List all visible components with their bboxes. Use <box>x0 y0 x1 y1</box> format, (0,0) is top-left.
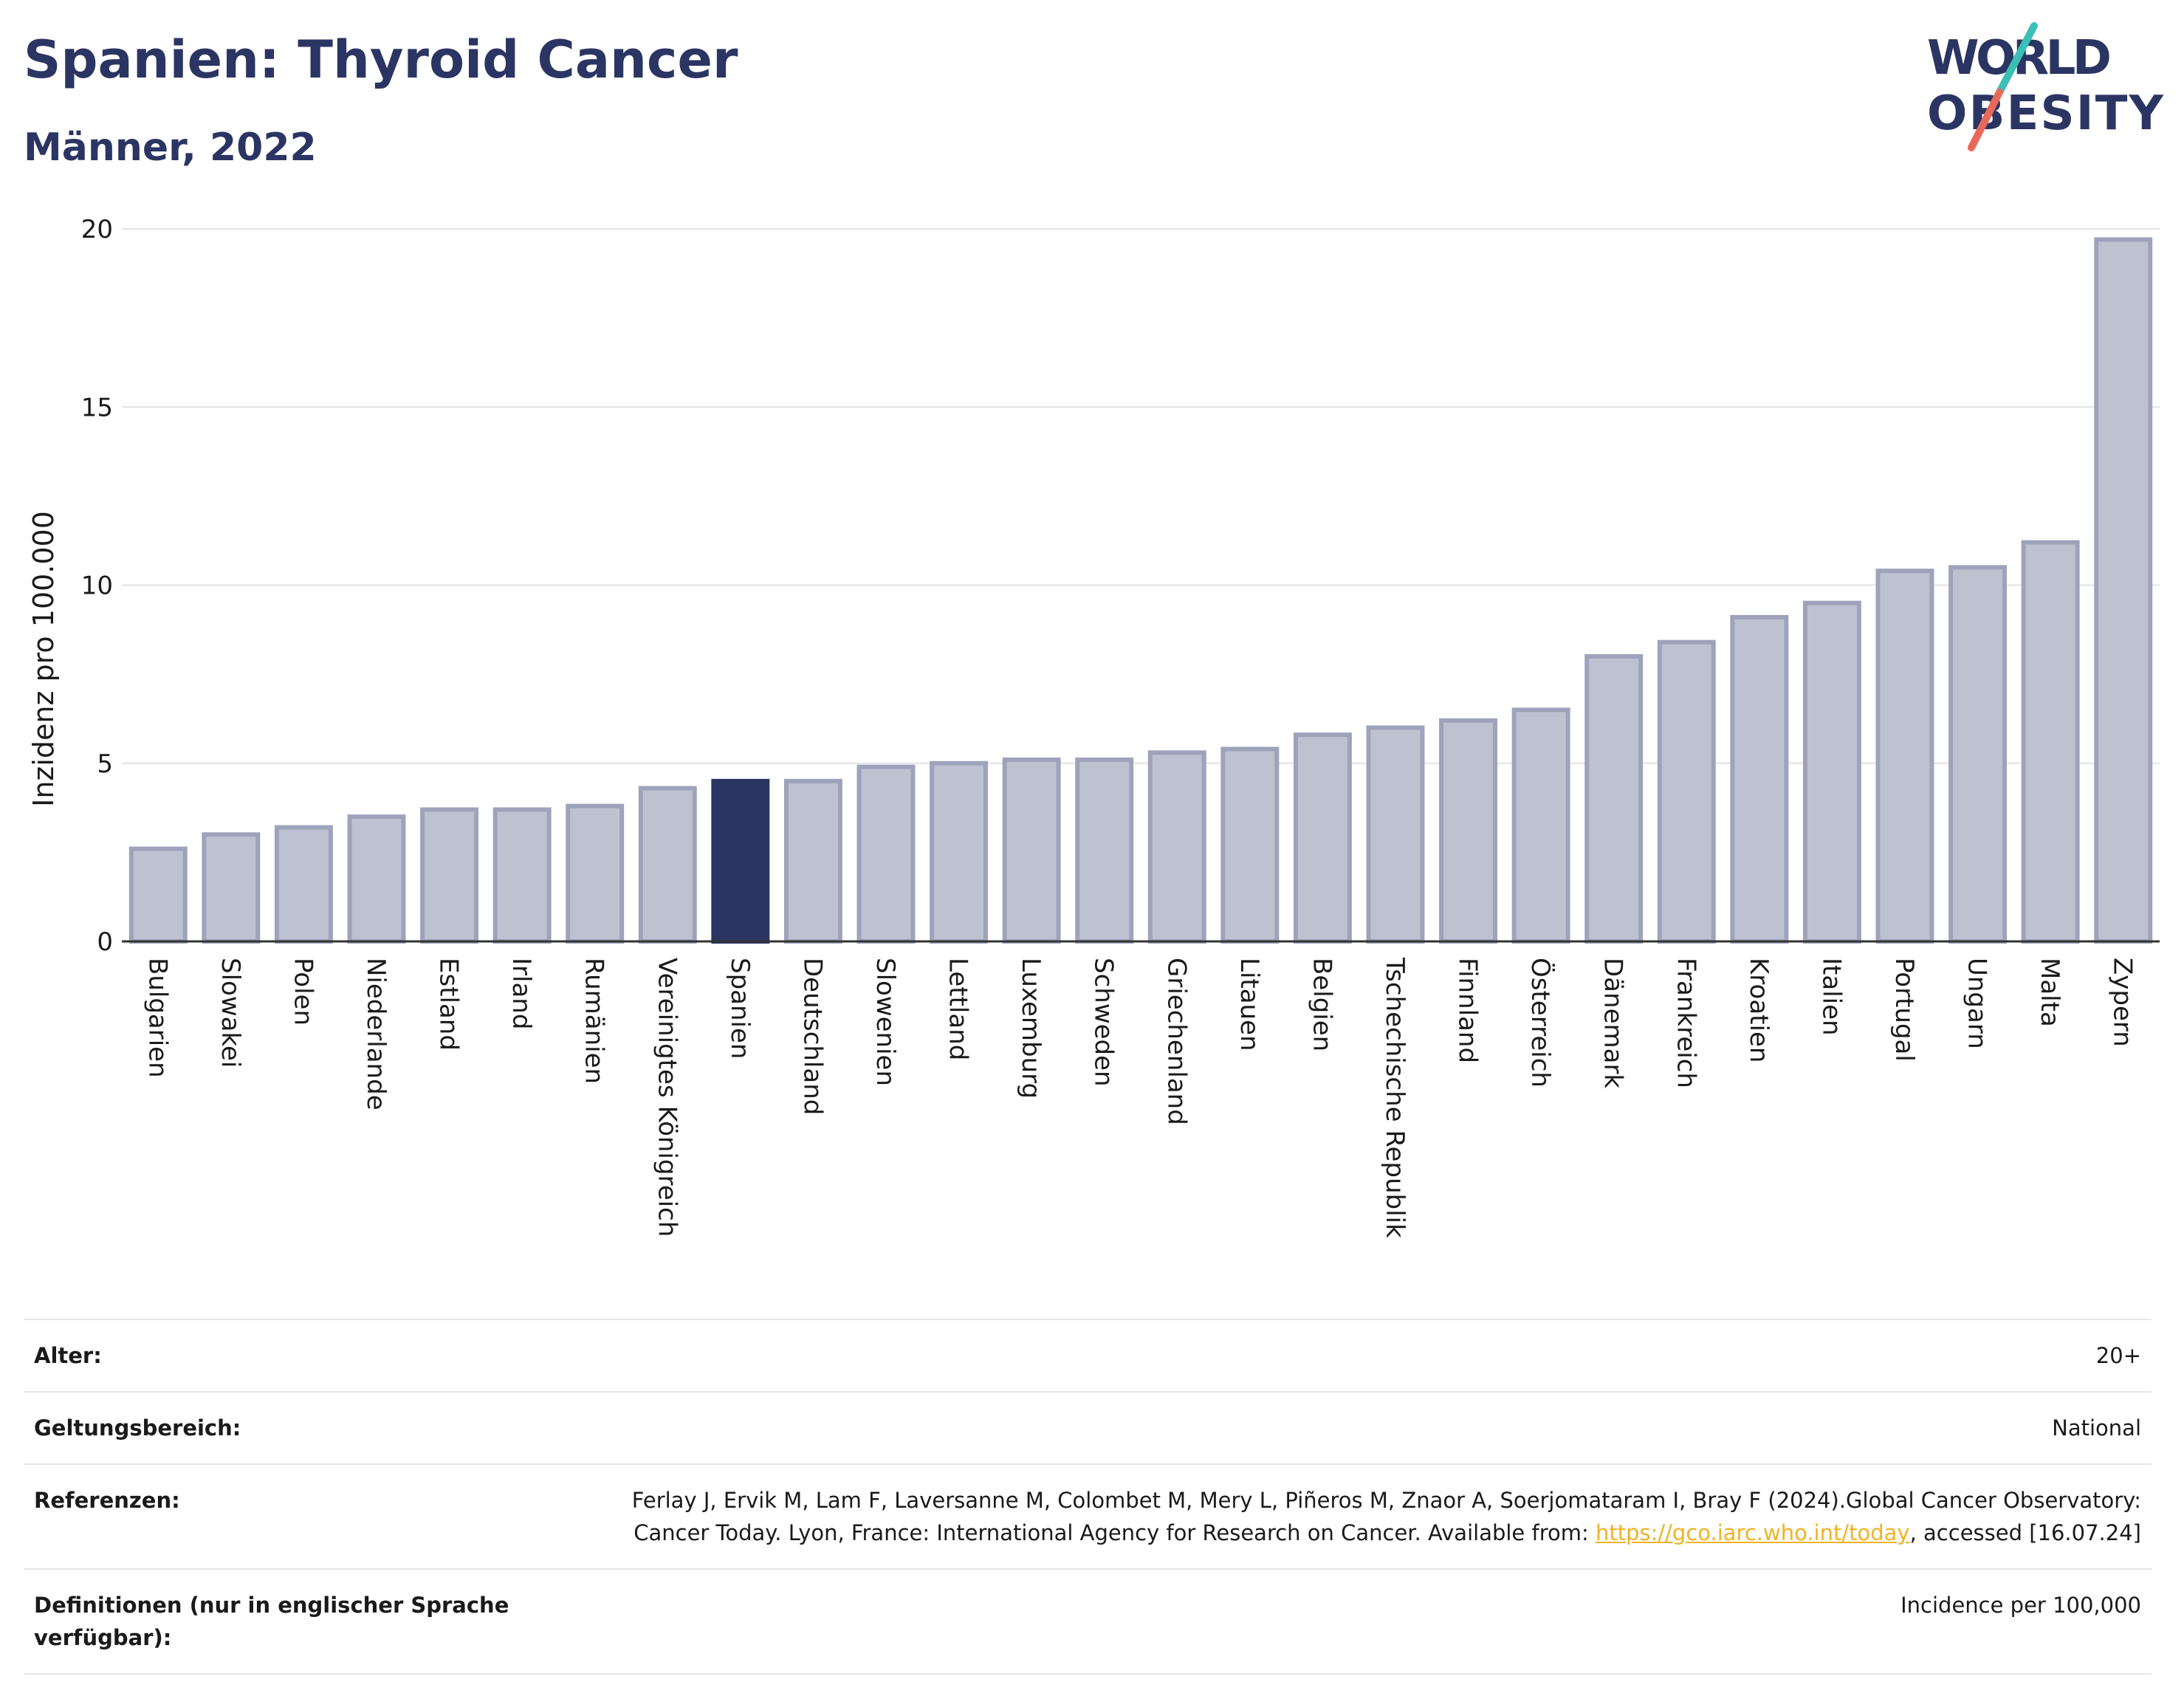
y-tick-label: 10 <box>81 571 113 601</box>
meta-row-references: Referenzen: Ferlay J, Ervik M, Lam F, La… <box>24 1463 2152 1568</box>
x-tick-label: Zypern <box>2108 958 2137 1047</box>
definitions-label: Definitionen (nur in englischer Sprache … <box>34 1593 509 1650</box>
x-tick-label: Slowakei <box>216 958 245 1068</box>
bar-niederlande <box>347 814 406 944</box>
scope-label: Geltungsbereich: <box>34 1415 241 1441</box>
x-tick-label: Lettland <box>944 958 973 1060</box>
x-tick-label: Deutschland <box>797 958 827 1115</box>
bar-irland <box>492 807 552 944</box>
y-axis-title: Inzidenz pro 100.000 <box>27 511 60 807</box>
x-tick-label: Italien <box>1816 958 1846 1036</box>
x-tick-label: Litauen <box>1234 958 1264 1051</box>
y-tick-label: 5 <box>97 749 113 779</box>
x-tick-label: Slowenien <box>870 958 900 1086</box>
meta-row-definitions: Definitionen (nur in englischer Sprache … <box>24 1568 2152 1675</box>
x-tick-label: Vereinigtes Königreich <box>652 958 681 1237</box>
reference-accessed: , accessed [16.07.24] <box>1909 1520 2141 1545</box>
definitions-value: Incidence per 100,000 <box>1900 1593 2141 1618</box>
meta-row-age: Alter: 20+ <box>24 1319 2152 1391</box>
x-tick-label: Kroatien <box>1744 958 1773 1062</box>
bar-griechenland <box>1147 750 1206 944</box>
x-tick-label: Tschechische Republik <box>1380 957 1409 1238</box>
bars <box>128 237 2153 944</box>
x-tick-label: Portugal <box>1889 958 1919 1062</box>
bar-finnland <box>1439 718 1498 944</box>
bar-italien <box>1802 600 1861 944</box>
y-tick-label: 15 <box>81 393 113 422</box>
x-tick-label: Österreich <box>1525 958 1556 1088</box>
x-tick-label: Irland <box>506 958 536 1029</box>
page-title: Spanien: Thyroid Cancer <box>24 30 738 90</box>
bar-malta <box>2021 540 2080 944</box>
x-tick-label: Griechenland <box>1161 958 1191 1125</box>
bar-frankreich <box>1657 639 1716 944</box>
age-value: 20+ <box>2095 1343 2141 1368</box>
page-subtitle: Männer, 2022 <box>24 126 317 170</box>
bar-slowakei <box>202 832 261 944</box>
bar-tschechische-republik <box>1366 725 1425 944</box>
x-tick-label: Frankreich <box>1671 958 1700 1088</box>
references-label: Referenzen: <box>34 1488 180 1513</box>
scope-value: National <box>2052 1415 2141 1441</box>
bar-vereinigtes-königreich <box>638 786 697 944</box>
x-tick-label: Luxemburg <box>1016 958 1045 1099</box>
bar-lettland <box>930 761 989 944</box>
bar-zypern <box>2094 237 2153 944</box>
bar-schweden <box>1075 757 1134 944</box>
reference-text: Ferlay J, Ervik M, Lam F, Laversanne M, … <box>631 1488 2141 1545</box>
bar-dänemark <box>1584 654 1644 944</box>
age-label: Alter: <box>34 1343 102 1368</box>
world-obesity-logo: WORLD OBESITY <box>1927 22 2164 151</box>
bar-deutschland <box>783 778 842 944</box>
x-tick-label: Schweden <box>1089 958 1119 1087</box>
bar-österreich <box>1511 707 1570 944</box>
x-tick-label: Niederlande <box>361 958 391 1110</box>
y-axis-ticks: 0 5 10 15 20 <box>81 215 113 957</box>
bar-luxemburg <box>1002 757 1061 944</box>
x-tick-label: Dänemark <box>1598 958 1628 1088</box>
x-tick-label: Spanien <box>725 958 755 1059</box>
bar-slowenien <box>856 764 916 944</box>
bar-portugal <box>1875 569 1934 944</box>
bar-chart: 0 5 10 15 20 Bulgarien Slowakei Polen Niederlan… <box>27 215 2160 1238</box>
x-axis-labels: Bulgarien Slowakei Polen Niederlande Estland… <box>142 957 2137 1238</box>
bar-estland <box>420 807 479 944</box>
x-tick-label: Belgien <box>1307 958 1336 1051</box>
x-tick-label: Finnland <box>1453 958 1483 1063</box>
svg-text:OBESITY: OBESITY <box>1927 86 2164 141</box>
bar-litauen <box>1220 746 1280 944</box>
x-tick-label: Bulgarien <box>142 958 172 1078</box>
y-tick-label: 0 <box>97 927 113 957</box>
bar-belgien <box>1293 732 1352 944</box>
meta-row-scope: Geltungsbereich: National <box>24 1391 2152 1463</box>
x-tick-label: Estland <box>434 958 464 1051</box>
x-tick-label: Malta <box>2035 958 2064 1027</box>
x-tick-label: Rumänien <box>580 958 609 1084</box>
references-value: Ferlay J, Ervik M, Lam F, Laversanne M, … <box>576 1484 2141 1549</box>
x-tick-label: Ungarn <box>1962 958 1992 1049</box>
bar-polen <box>274 825 333 944</box>
bar-ungarn <box>1948 565 2008 944</box>
x-tick-label: Polen <box>288 958 317 1026</box>
y-tick-label: 20 <box>81 215 113 244</box>
bar-kroatien <box>1730 614 1789 944</box>
bar-rumänien <box>566 803 625 944</box>
bar-bulgarien <box>128 846 188 944</box>
metadata-table: Alter: 20+ Geltungsbereich: National Ref… <box>24 1319 2152 1675</box>
bar-spanien <box>711 778 770 944</box>
reference-link[interactable]: https://gco.iarc.who.int/today <box>1595 1520 1910 1545</box>
